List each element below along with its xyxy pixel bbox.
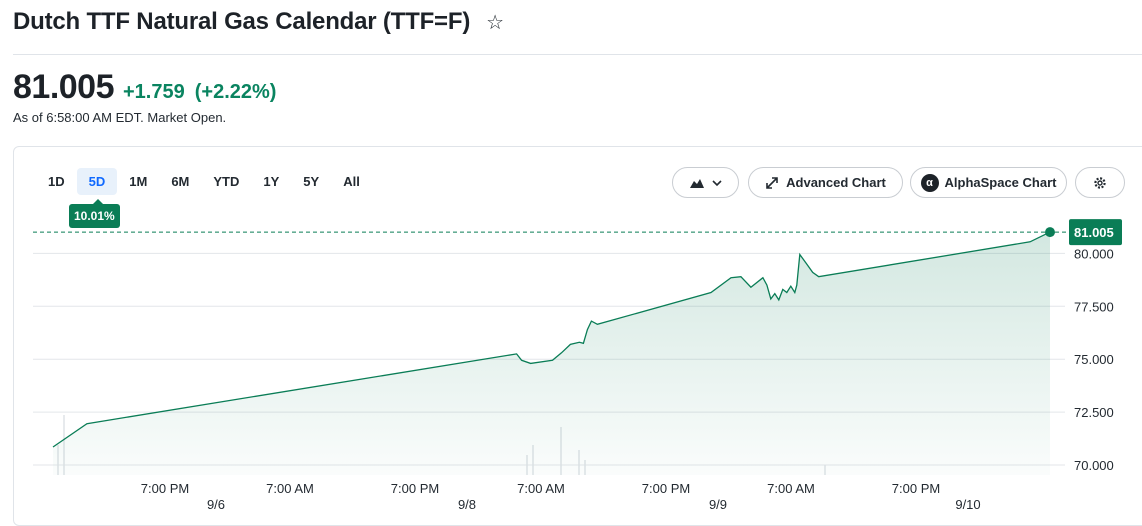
chevron-down-icon	[711, 179, 722, 186]
current-price: 81.005	[13, 68, 115, 106]
y-tick-label: 80.000	[1074, 246, 1114, 261]
alphaspace-icon: α	[920, 173, 939, 192]
advanced-chart-label: Advanced Chart	[786, 175, 886, 190]
advanced-chart-button[interactable]: Advanced Chart	[748, 167, 903, 198]
settings-button[interactable]	[1075, 167, 1125, 198]
quote-row: 81.005 +1.759 (+2.22%)	[13, 68, 276, 107]
x-tick-label: 7:00 PM	[141, 481, 189, 496]
y-tick-label: 75.000	[1074, 352, 1114, 367]
range-1d[interactable]: 1D	[48, 174, 65, 189]
page-title: Dutch TTF Natural Gas Calendar (TTF=F)	[13, 8, 471, 35]
expand-icon	[766, 176, 778, 189]
range-5y[interactable]: 5Y	[303, 174, 320, 189]
x-date-label: 9/9	[709, 497, 727, 512]
price-area	[53, 232, 1050, 475]
current-price-tag: 81.005	[1069, 219, 1122, 246]
range-1y[interactable]: 1Y	[263, 174, 280, 189]
title-row: Dutch TTF Natural Gas Calendar (TTF=F) ☆	[13, 8, 504, 36]
x-tick-label: 7:00 AM	[767, 481, 815, 496]
range-6m[interactable]: 6M	[171, 174, 190, 189]
alphaspace-label: AlphaSpace Chart	[944, 175, 1057, 190]
x-date-label: 9/6	[207, 497, 225, 512]
range-5d[interactable]: 5D	[76, 168, 118, 195]
star-icon[interactable]: ☆	[486, 11, 505, 34]
x-tick-label: 7:00 PM	[642, 481, 690, 496]
mountain-chart-icon	[689, 178, 704, 188]
range-ytd[interactable]: YTD	[213, 174, 240, 189]
price-change: +1.759	[123, 81, 185, 103]
range-all[interactable]: All	[343, 174, 360, 189]
current-price-dot	[1045, 227, 1055, 238]
x-tick-label: 7:00 AM	[517, 481, 565, 496]
as-of-timestamp: As of 6:58:00 AM EDT. Market Open.	[13, 110, 227, 125]
range-change-badge: 10.01%	[69, 199, 120, 228]
y-tick-label: 77.500	[1074, 299, 1114, 314]
price-line	[52, 231, 1051, 448]
x-tick-label: 7:00 PM	[391, 481, 439, 496]
x-date-label: 9/8	[458, 497, 476, 512]
x-tick-label: 7:00 AM	[266, 481, 314, 496]
range-selector: 1D 5D 1M 6M YTD 1Y 5Y All	[36, 168, 372, 195]
price-change-percent: (+2.22%)	[194, 81, 277, 103]
svg-text:81.005: 81.005	[1074, 225, 1114, 240]
gear-icon	[1094, 176, 1106, 189]
x-tick-label: 7:00 PM	[892, 481, 940, 496]
y-tick-label: 70.000	[1074, 458, 1114, 473]
chart-type-button[interactable]	[672, 167, 739, 198]
divider	[13, 54, 1142, 55]
x-date-label: 9/10	[955, 497, 980, 512]
range-1m[interactable]: 1M	[129, 174, 148, 189]
y-tick-label: 72.500	[1074, 405, 1114, 420]
alphaspace-chart-button[interactable]: α AlphaSpace Chart	[910, 167, 1067, 198]
